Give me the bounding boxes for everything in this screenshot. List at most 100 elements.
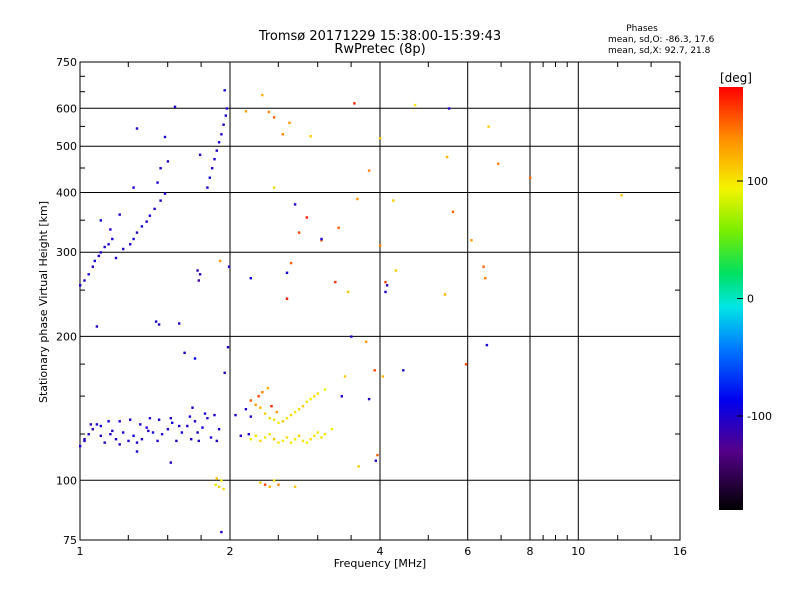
data-point	[289, 413, 293, 417]
data-point	[373, 369, 376, 372]
data-point	[206, 417, 209, 420]
colorbar: [deg] 100 0 -100	[719, 71, 772, 510]
data-point	[227, 265, 231, 268]
data-point	[275, 410, 278, 414]
data-point	[323, 388, 327, 391]
data-point	[127, 439, 130, 443]
x-tick-label: 2	[227, 545, 234, 558]
data-point	[114, 256, 118, 260]
data-point	[223, 89, 226, 92]
data-point	[87, 273, 90, 276]
data-point	[83, 438, 86, 441]
data-point	[145, 220, 148, 223]
data-point	[394, 269, 398, 272]
colorbar-tick-label: -100	[747, 410, 772, 423]
data-point	[91, 428, 94, 431]
data-point	[157, 323, 161, 326]
data-point	[413, 103, 417, 107]
chart-subtitle: RwPretec (8p)	[334, 42, 425, 57]
data-point	[163, 192, 167, 195]
data-point	[297, 408, 301, 411]
data-point	[223, 371, 226, 374]
data-point	[109, 228, 112, 231]
data-point	[111, 429, 114, 433]
data-point	[316, 392, 320, 395]
data-point	[365, 340, 368, 343]
data-point	[83, 439, 86, 443]
data-point	[293, 203, 297, 206]
data-point	[297, 434, 301, 437]
data-point	[239, 434, 242, 437]
data-point	[215, 439, 218, 443]
data-point	[224, 114, 227, 117]
data-point	[268, 433, 271, 436]
data-point	[208, 176, 211, 179]
data-point	[485, 343, 489, 347]
data-point	[219, 259, 222, 263]
data-point	[109, 433, 112, 436]
data-point	[217, 428, 221, 431]
data-point	[249, 277, 252, 280]
data-point	[334, 280, 337, 284]
data-point	[99, 424, 102, 428]
data-point	[213, 158, 216, 161]
data-point	[392, 199, 395, 202]
data-point	[384, 290, 387, 294]
data-point	[79, 284, 82, 287]
data-point	[470, 239, 473, 242]
data-point	[277, 483, 280, 486]
data-point	[263, 483, 267, 486]
data-point	[285, 417, 289, 420]
x-tick-label: 10	[571, 545, 585, 558]
data-point	[217, 485, 221, 488]
data-point	[99, 251, 102, 254]
data-point	[99, 219, 102, 222]
data-point	[93, 259, 96, 263]
data-point	[272, 186, 276, 189]
data-point	[350, 335, 353, 338]
data-point	[196, 269, 199, 272]
data-point	[270, 405, 273, 408]
data-point	[247, 433, 250, 436]
x-tick-labels: 1 2 4 6 8 10 16	[77, 545, 688, 558]
data-point	[244, 110, 248, 113]
data-point	[154, 320, 158, 323]
data-point	[384, 280, 387, 284]
x-tick-label: 16	[673, 545, 687, 558]
data-point	[443, 293, 447, 296]
data-point	[87, 433, 90, 436]
data-point	[193, 357, 197, 360]
data-point	[305, 400, 308, 404]
data-point	[213, 413, 216, 417]
data-point	[301, 439, 305, 443]
x-tick-label: 1	[77, 545, 84, 558]
y-tick-label: 400	[56, 187, 77, 200]
data-point	[147, 429, 150, 433]
data-point	[201, 426, 204, 429]
data-point	[215, 477, 218, 480]
data-point	[111, 237, 114, 241]
data-point	[183, 351, 186, 354]
data-point	[220, 133, 223, 136]
data-point	[206, 186, 209, 189]
data-point	[267, 110, 270, 114]
colorbar-tick-label: 0	[747, 293, 754, 306]
y-tick-label: 200	[56, 330, 77, 343]
data-point	[305, 216, 308, 219]
data-point	[156, 181, 159, 184]
data-point	[487, 125, 490, 128]
data-point	[226, 346, 230, 349]
data-point	[268, 485, 271, 488]
data-point	[263, 436, 267, 439]
data-point	[257, 395, 260, 398]
data-point	[97, 254, 100, 258]
data-point	[367, 169, 371, 172]
data-point	[272, 479, 276, 482]
data-point	[132, 186, 135, 189]
data-point	[198, 273, 202, 276]
data-point	[140, 438, 144, 441]
data-point	[259, 406, 262, 409]
y-tick-label: 750	[56, 56, 77, 69]
data-point	[159, 199, 162, 202]
y-tick-label: 600	[56, 102, 77, 115]
